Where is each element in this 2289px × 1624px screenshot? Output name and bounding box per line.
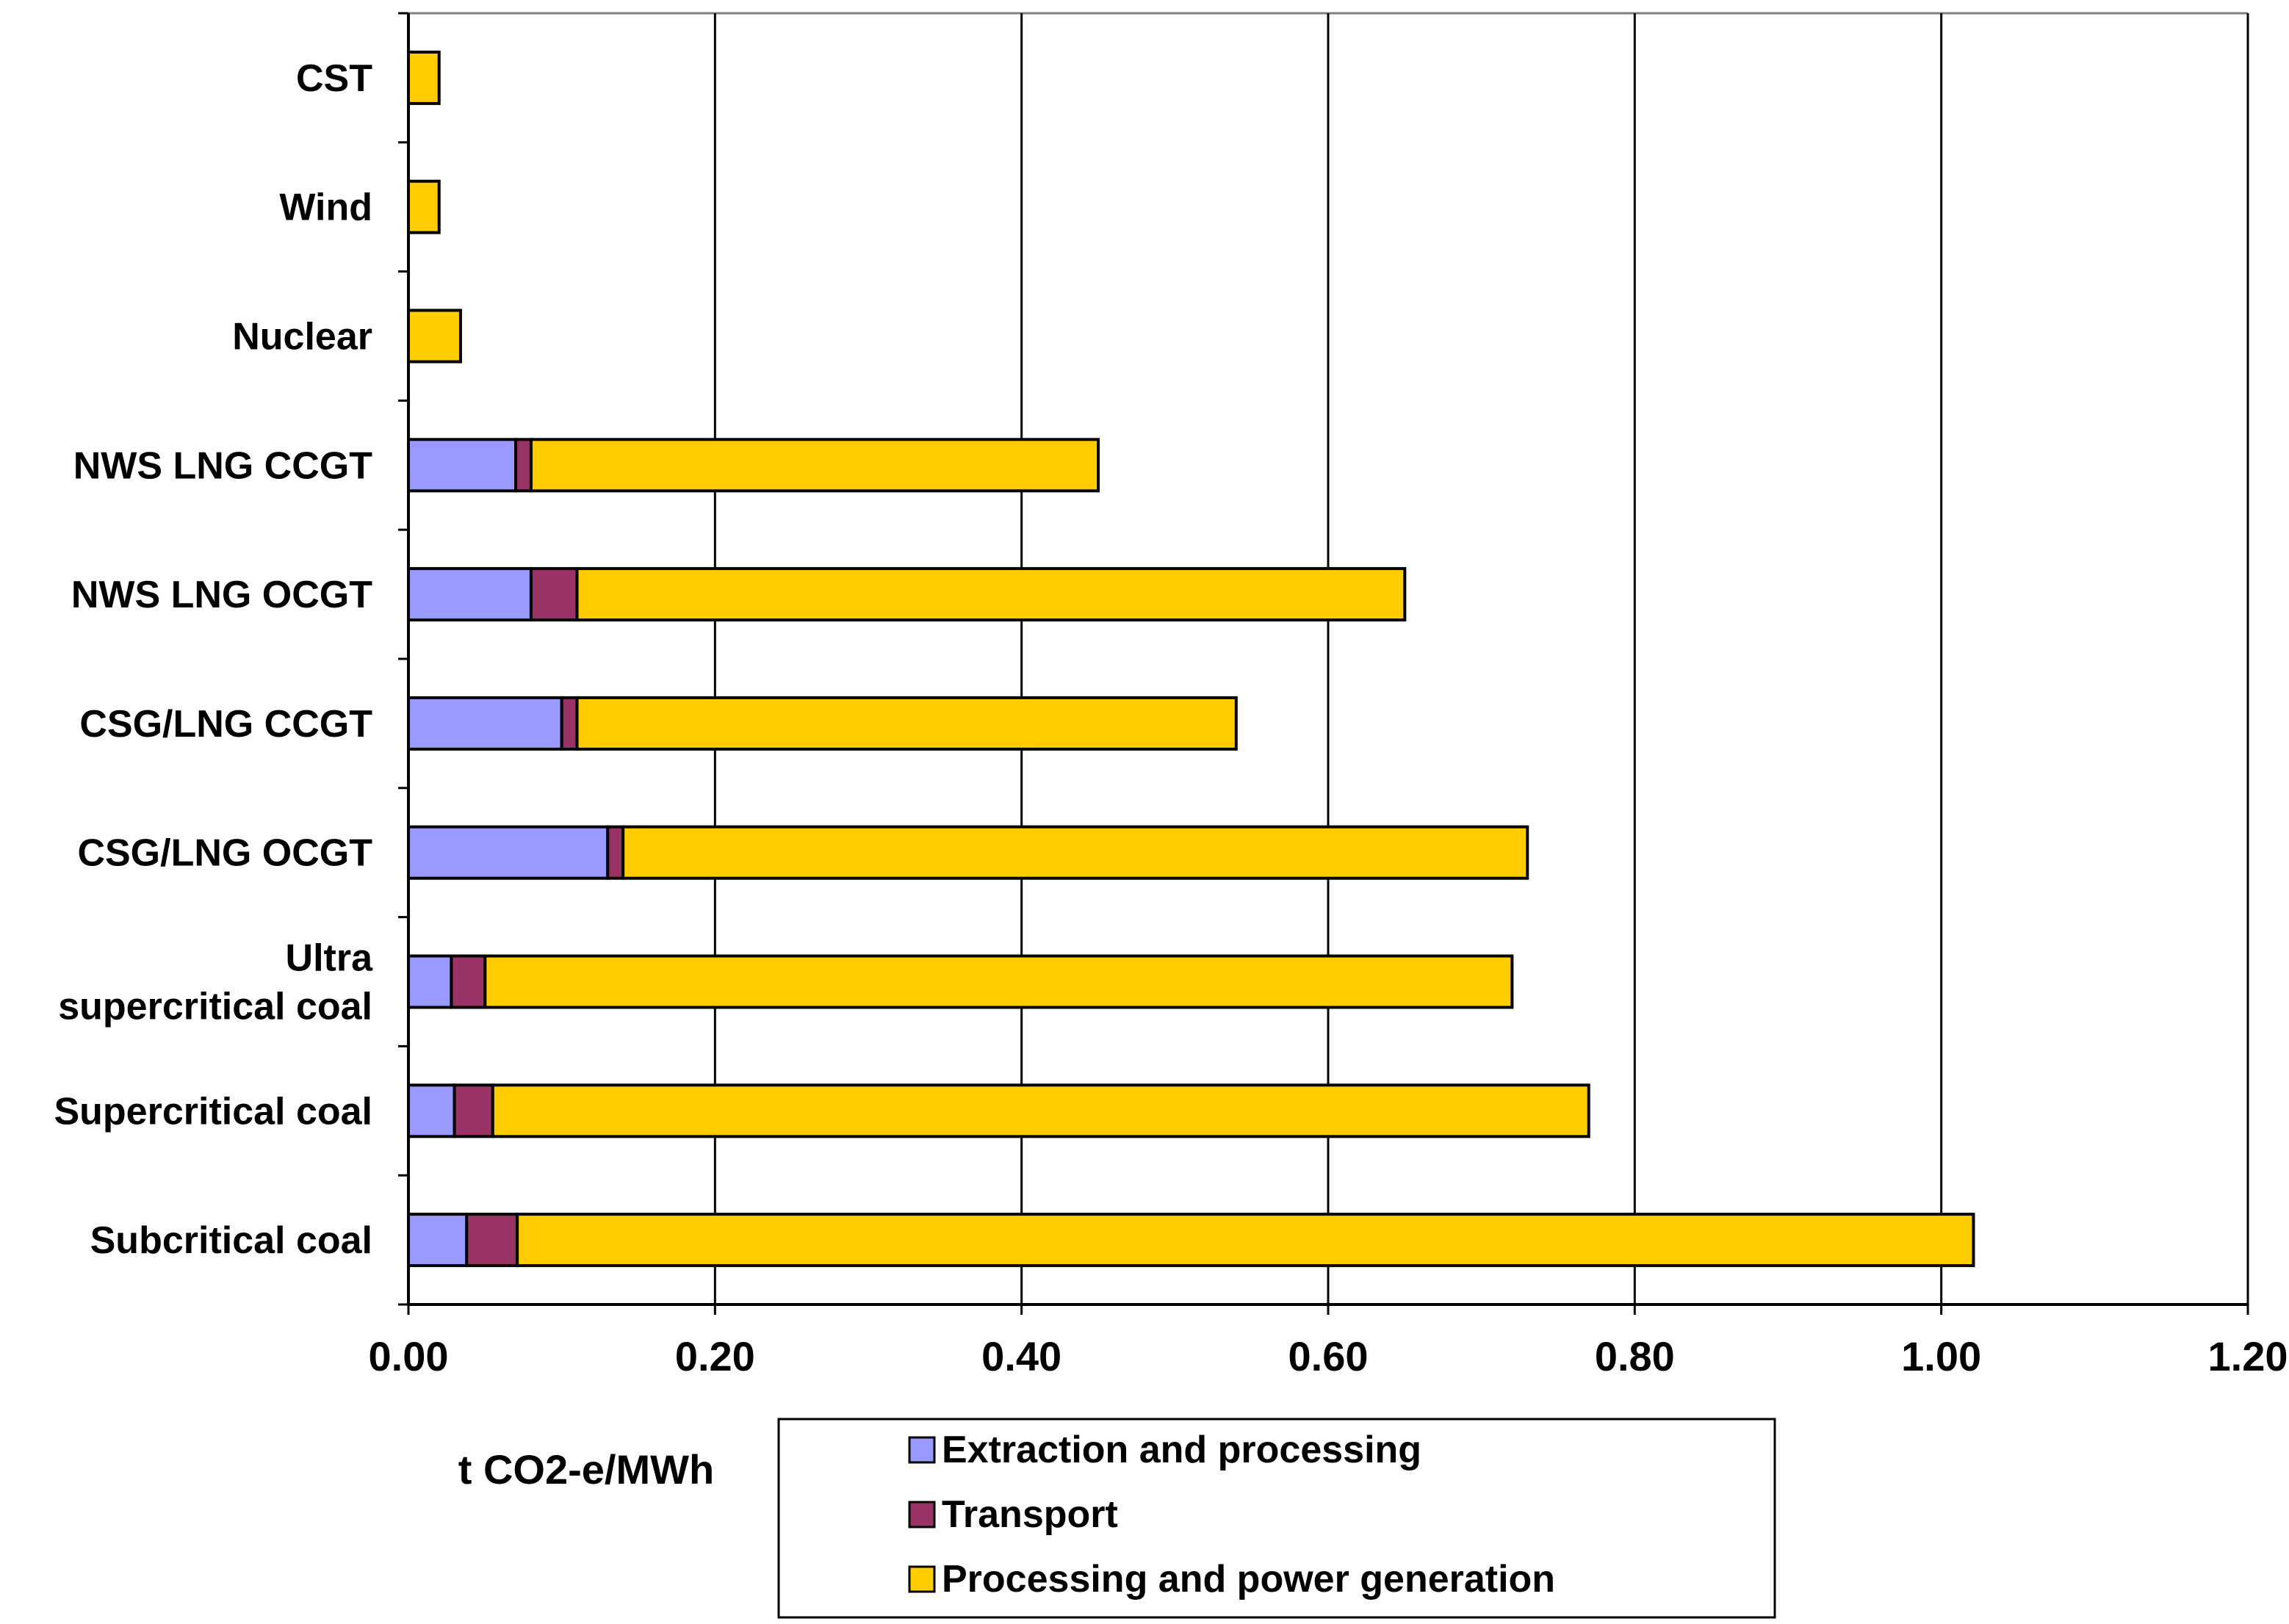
category-label: CST [296, 57, 372, 100]
bar-supercritical-coal-extraction-and-processing [407, 1083, 456, 1138]
bar-nws-lng-ccgt-extraction-and-processing [407, 438, 518, 493]
bar-csg-lng-ccgt-processing-and-power-generation [575, 696, 1238, 751]
bar-wind-processing-and-power-generation [407, 179, 441, 234]
category-label: Wind [279, 187, 372, 229]
bar-nws-lng-ccgt-processing-and-power-generation [529, 438, 1100, 493]
legend-swatch-transport [908, 1501, 936, 1529]
category-label: NWS LNG CCGT [73, 444, 373, 487]
x-tick-label: 0.40 [981, 1333, 1061, 1379]
bar-nws-lng-ocgt-transport [529, 567, 579, 622]
bar-nws-lng-ocgt-processing-and-power-generation [575, 567, 1407, 622]
category-label: CSG/LNG OCGT [77, 832, 372, 875]
category-label: Ultra [286, 937, 374, 980]
x-tick-label: 0.20 [675, 1333, 755, 1379]
bar-csg-lng-ocgt-transport [606, 825, 625, 880]
x-tick-label: 1.20 [2208, 1333, 2288, 1379]
bar-csg-lng-ccgt-transport [560, 696, 579, 751]
bar-nws-lng-ccgt-transport [514, 438, 533, 493]
x-tick-label: 0.60 [1288, 1333, 1369, 1379]
legend-box [777, 1418, 1776, 1619]
x-axis-title: t CO2-e/MWh [458, 1446, 714, 1493]
legend-label-processing-and-power-generation: Processing and power generation [942, 1558, 1555, 1600]
bar-subcritical-coal-extraction-and-processing [407, 1213, 469, 1268]
bar-csg-lng-ocgt-extraction-and-processing [407, 825, 610, 880]
legend-swatch-extraction-and-processing [908, 1436, 936, 1464]
bar-csg-lng-ocgt-processing-and-power-generation [621, 825, 1529, 880]
legend-swatch-processing-and-power-generation [908, 1565, 936, 1593]
bar-supercritical-coal-transport [453, 1083, 494, 1138]
category-label: NWS LNG OCGT [71, 574, 372, 616]
x-tick-label: 0.00 [369, 1333, 449, 1379]
x-tick-label: 0.80 [1595, 1333, 1675, 1379]
category-label: supercritical coal [58, 986, 372, 1028]
category-label: Subcritical coal [90, 1219, 372, 1262]
bar-ultra-supercritical-coal-extraction-and-processing [407, 954, 453, 1009]
bar-supercritical-coal-processing-and-power-generation [491, 1083, 1590, 1138]
legend-label-extraction-and-processing: Extraction and processing [942, 1429, 1421, 1471]
legend-label-transport: Transport [942, 1493, 1118, 1536]
bar-subcritical-coal-transport [465, 1213, 519, 1268]
bar-subcritical-coal-processing-and-power-generation [516, 1213, 1975, 1268]
bar-csg-lng-ccgt-extraction-and-processing [407, 696, 563, 751]
bar-ultra-supercritical-coal-transport [450, 954, 487, 1009]
bar-nws-lng-ocgt-extraction-and-processing [407, 567, 533, 622]
bar-cst-processing-and-power-generation [407, 50, 441, 105]
category-label: CSG/LNG CCGT [79, 703, 372, 746]
category-label: Nuclear [232, 316, 372, 358]
category-label: Supercritical coal [54, 1090, 372, 1133]
x-tick-label: 1.00 [1901, 1333, 1981, 1379]
bar-ultra-supercritical-coal-processing-and-power-generation [483, 954, 1514, 1009]
bar-nuclear-processing-and-power-generation [407, 308, 462, 364]
